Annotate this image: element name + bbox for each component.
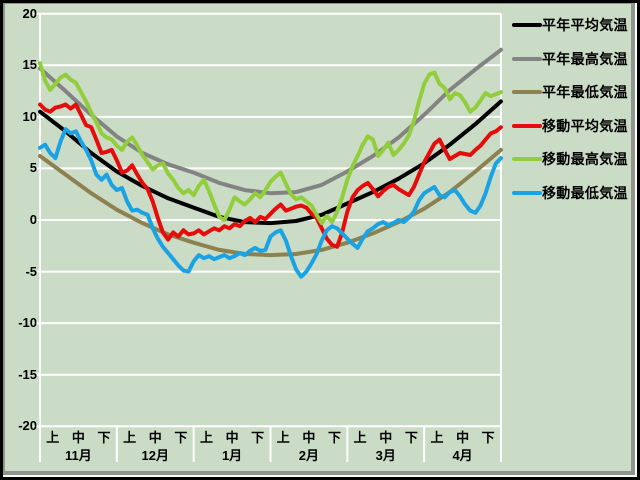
legend-item: 移動最高気温 [512, 150, 628, 168]
month-label: 12月 [141, 448, 169, 463]
legend-item: 平年最低気温 [512, 83, 628, 101]
month-label: 1月 [221, 448, 243, 463]
period-label: 上 [276, 430, 290, 445]
y-axis-label: 15 [22, 57, 37, 73]
series-line-平年最低気温 [38, 147, 503, 258]
series-line-移動最高気温 [38, 61, 503, 226]
legend-item: 平年平均気温 [512, 16, 628, 34]
legend-line-swatch [512, 90, 542, 94]
y-axis-label: 10 [22, 108, 37, 124]
y-axis-label: 20 [22, 5, 37, 21]
legend-item: 移動平均気温 [512, 117, 628, 135]
legend-label: 平年平均気温 [542, 17, 628, 33]
period-label: 上 [123, 430, 137, 445]
legend-line-swatch [512, 123, 542, 128]
legend-label: 平年最高気温 [542, 50, 628, 67]
legend-label: 移動平均気温 [542, 117, 628, 134]
legend-label: 移動最低気温 [542, 184, 628, 201]
period-label: 中 [148, 430, 162, 445]
series-line-移動平均気温 [38, 102, 503, 249]
legend-item: 平年最高気温 [512, 50, 628, 68]
period-label: 下 [404, 430, 418, 445]
month-label: 11月 [65, 448, 92, 463]
month-label: 4月 [452, 448, 473, 463]
y-axis-label: 5 [29, 160, 37, 176]
period-label: 中 [302, 430, 316, 445]
legend-line-swatch [512, 157, 542, 161]
period-label: 上 [430, 430, 444, 445]
period-label: 下 [481, 430, 495, 445]
period-label: 中 [71, 430, 85, 445]
y-axis-label: 0 [29, 212, 37, 227]
period-label: 下 [97, 430, 111, 445]
y-axis-label: -20 [18, 418, 37, 434]
y-axis-label: -15 [18, 366, 37, 382]
period-label: 中 [456, 430, 470, 445]
series-line-移動最低気温 [38, 127, 503, 279]
legend-line-swatch [512, 23, 542, 27]
legend-item: 移動最低気温 [512, 184, 628, 202]
period-label: 上 [199, 430, 213, 445]
period-label: 下 [328, 430, 342, 445]
series-line-平年最高気温 [38, 47, 503, 196]
y-axis-label: -5 [25, 263, 37, 279]
month-label: 2月 [298, 448, 320, 463]
period-label: 中 [225, 430, 239, 445]
month-label: 3月 [375, 448, 396, 463]
legend-label: 移動最高気温 [542, 151, 628, 167]
period-label: 上 [353, 430, 367, 445]
period-label: 下 [174, 430, 188, 445]
period-label: 中 [379, 430, 393, 445]
period-label: 下 [251, 430, 265, 445]
period-label: 上 [46, 430, 60, 445]
legend-line-swatch [512, 56, 542, 61]
y-axis-label: -10 [18, 315, 37, 331]
legend-label: 平年最低気温 [542, 84, 628, 100]
legend-line-swatch [512, 190, 542, 195]
